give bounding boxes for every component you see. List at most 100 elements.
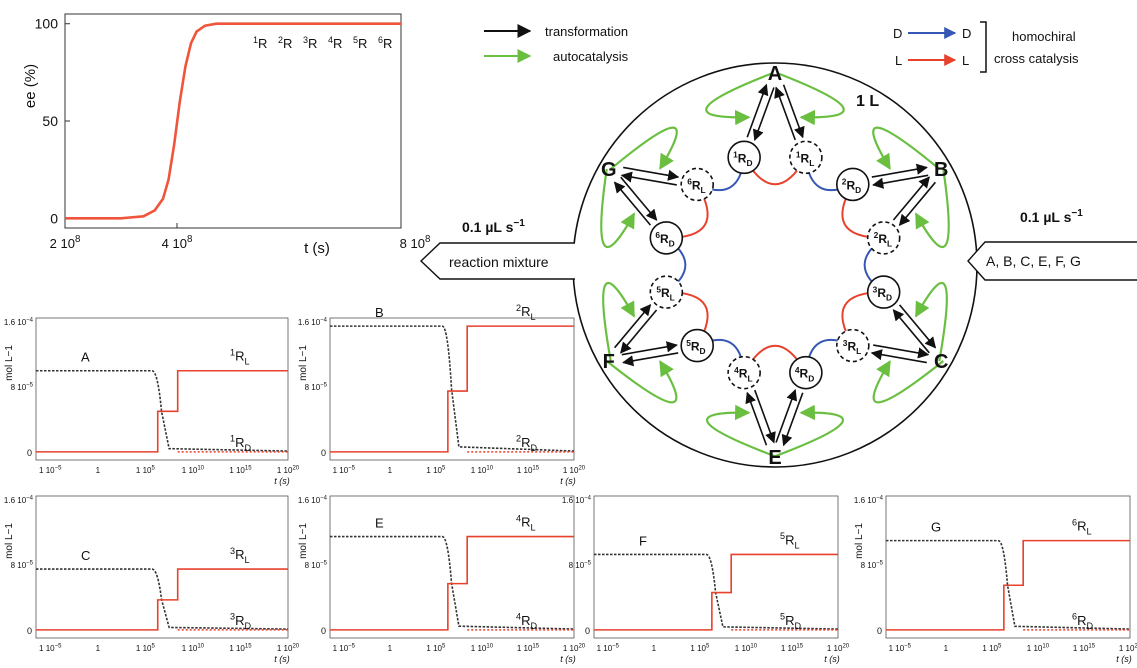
y-axis-label: mol L−1 xyxy=(298,523,309,559)
d-enantiomer-label: 6RD xyxy=(655,230,674,248)
x-tick-label: 4 108 xyxy=(162,234,193,251)
transformation-arrow xyxy=(620,176,658,221)
x-tick-label: 1 1015 xyxy=(517,643,540,653)
x-tick-label: 1 105 xyxy=(136,643,156,653)
l-product-label: 6RL xyxy=(1072,517,1092,536)
x-tick-label: 1 1010 xyxy=(182,643,205,653)
reactant-cluster-G: G xyxy=(600,126,680,249)
x-tick-label: 2 108 xyxy=(50,234,81,251)
chart-ee: 0 50 100 2 108 4 108 8 108 t (s) ee (%) 1R 2R 3R 4R… xyxy=(22,13,431,257)
inflow-arrow xyxy=(967,241,1137,281)
l-product-label: 2RL xyxy=(516,303,536,322)
x-axis-label: t (s) xyxy=(274,654,290,664)
chart-F: 0 8 10−5 1.6 10−4 1 10−5 1 1 105 1 1010 1 1015 1… xyxy=(562,495,850,664)
transformation-arrow xyxy=(745,391,768,446)
reactant-label: G xyxy=(931,520,941,535)
transformation-arrow xyxy=(873,344,930,359)
y-axis-label: mol L−1 xyxy=(4,523,15,559)
d-enantiomer-node xyxy=(727,140,761,175)
chart-frame xyxy=(35,495,289,639)
inflow-species-label: A, B, C, E, F, G xyxy=(986,253,1081,269)
x-tick-label: 1 1020 xyxy=(277,643,300,653)
legend-l-to: L xyxy=(962,53,969,68)
x-tick-label: 1 xyxy=(96,644,101,653)
y-tick-label: 1.6 10−4 xyxy=(298,317,328,327)
d-enantiomer-node xyxy=(836,167,870,202)
y-axis-label: mol L−1 xyxy=(4,345,15,381)
reactant-label-E: E xyxy=(768,447,781,469)
transformation-arrow xyxy=(752,87,775,141)
d-enantiomer-label: 2RD xyxy=(842,177,861,195)
x-tick-label: 1 xyxy=(944,644,949,653)
ee-annotation: 5R xyxy=(353,35,367,51)
transformation-arrow xyxy=(781,392,804,447)
d-product-label: 1RD xyxy=(230,434,251,453)
transformation-arrow xyxy=(871,163,928,178)
y-tick-label: 0 xyxy=(27,448,32,458)
legend-transformation-label: transformation xyxy=(545,24,628,39)
chart-frame xyxy=(593,495,839,639)
x-tick-label: 1 xyxy=(96,466,101,475)
l-enantiomer-label: 2RL xyxy=(874,230,892,248)
y-tick-label: 0 xyxy=(321,448,326,458)
x-axis-label: t (s) xyxy=(304,240,330,257)
reactant-cluster-A: A xyxy=(705,63,845,141)
x-tick-label: 1 xyxy=(652,644,657,653)
x-tick-label: 1 1015 xyxy=(229,465,252,475)
reactant-label-F: F xyxy=(603,351,615,373)
y-tick-label: 8 10−5 xyxy=(569,560,592,570)
reactant-label-G: G xyxy=(601,159,617,181)
transformation-arrow xyxy=(870,349,927,364)
reactant-series-line xyxy=(594,553,839,630)
l-product-label: 1RL xyxy=(230,348,250,367)
y-tick-label: 1.6 10−4 xyxy=(562,495,592,505)
transformation-arrow xyxy=(754,389,776,444)
x-tick-label: 8 108 xyxy=(400,234,431,251)
l-product-series-line xyxy=(330,535,574,631)
x-tick-label: 1 1020 xyxy=(277,465,300,475)
x-tick-label: 1 105 xyxy=(136,465,156,475)
chart-G: 0 8 10−5 1.6 10−4 1 10−5 1 1 105 1 1010 1 1015 1… xyxy=(854,495,1137,664)
ee-annotation: 6R xyxy=(378,35,392,51)
y-tick-label: 8 10−5 xyxy=(11,560,34,570)
transformation-arrow xyxy=(746,83,769,138)
d-enantiomer-label: 3RD xyxy=(873,284,892,302)
y-tick-label: 0 xyxy=(27,626,32,636)
transformation-arrow xyxy=(614,304,652,349)
x-tick-label: 1 105 xyxy=(426,643,446,653)
transformation-arrow xyxy=(892,309,930,354)
l-product-label: 3RL xyxy=(230,546,250,565)
d-enantiomer-node xyxy=(680,328,714,363)
x-tick-label: 1 1020 xyxy=(827,643,850,653)
autocatalysis-loop xyxy=(914,168,950,249)
chart-frame xyxy=(885,495,1131,639)
l-product-series-line xyxy=(594,553,838,631)
x-tick-label: 1 10−5 xyxy=(333,643,356,653)
reactant-label-A: A xyxy=(768,63,782,85)
reactant-series-line xyxy=(886,539,1131,630)
l-enantiomer-label: 1RL xyxy=(796,150,814,168)
autocatalysis-loop xyxy=(772,404,845,459)
outflow-rate-label: 0.1 µL s−1 xyxy=(462,218,525,235)
ee-series-line xyxy=(65,22,401,220)
chart-frame xyxy=(329,495,575,639)
x-tick-label: 1 1010 xyxy=(471,465,494,475)
legend-l-from: L xyxy=(895,53,902,68)
y-tick-label: 8 10−5 xyxy=(11,382,34,392)
inflow-rate-label: 0.1 µL s−1 xyxy=(1020,208,1083,225)
ee-annotation: 4R xyxy=(328,35,342,51)
x-tick-label: 1 10−5 xyxy=(889,643,912,653)
reactant-series-line xyxy=(330,325,575,452)
transformation-arrow xyxy=(872,174,929,189)
x-tick-label: 1 1015 xyxy=(517,465,540,475)
d-product-label: 6RD xyxy=(1072,612,1093,631)
x-tick-label: 1 1020 xyxy=(563,465,586,475)
d-enantiomer-node xyxy=(649,221,684,255)
transformation-arrow xyxy=(622,352,679,367)
autocatalysis-loop xyxy=(872,360,944,404)
y-tick-label: 8 10−5 xyxy=(861,560,884,570)
d-product-label: 3RD xyxy=(230,612,251,631)
x-axis-label: t (s) xyxy=(560,476,576,486)
autocatalysis-loop xyxy=(606,360,678,404)
